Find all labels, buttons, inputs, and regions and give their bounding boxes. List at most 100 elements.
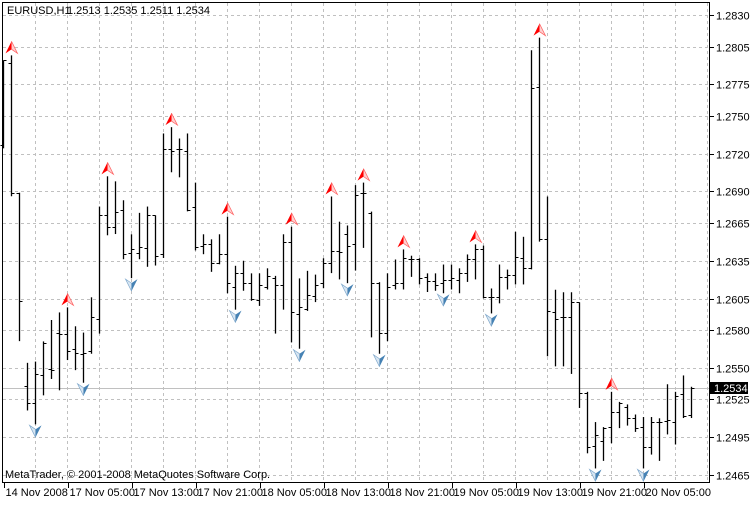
ohlc-bar <box>32 361 39 425</box>
ohlc-bar <box>216 234 223 265</box>
ohlc-bar <box>472 244 479 280</box>
ohlc-bar <box>240 260 247 291</box>
up-fractal-arrow-icon <box>221 202 235 216</box>
y-tick-label: 1.2525 <box>716 395 750 407</box>
up-fractal-arrow-icon <box>357 168 371 182</box>
ohlc-bar <box>392 259 399 290</box>
ohlc-bar <box>528 50 535 270</box>
current-price-box <box>710 382 748 394</box>
ohlc-bar <box>304 270 311 311</box>
ohlc-bar <box>680 375 687 419</box>
ohlc-bar <box>112 181 119 235</box>
ohlc-bar <box>248 273 255 301</box>
price-axis[interactable]: 1.2830 1.2805 1.2775 1.2750 1.2720 1.2690 1.26… <box>710 11 750 483</box>
down-fractal-arrow-icon <box>588 468 602 482</box>
ohlc-bar <box>544 196 551 357</box>
ohlc-bar <box>672 391 679 445</box>
ohlc-bar <box>576 302 583 408</box>
ohlc-bar <box>352 185 359 271</box>
ohlc-bar <box>120 200 127 260</box>
copyright-text: MetaTrader, © 2001-2008 MetaQuotes Softw… <box>5 469 270 481</box>
down-fractal-arrow-icon <box>76 382 90 396</box>
ohlc-bar <box>656 418 663 461</box>
chart-title: EURUSD,H1 <box>7 5 71 17</box>
ohlc-bar <box>592 422 599 469</box>
ohlc-bar <box>264 268 271 290</box>
ohlc-bar <box>464 254 471 282</box>
ohlc-bar <box>432 273 439 291</box>
current-price-label: 1.2534 <box>714 383 748 395</box>
ohlc-bar <box>176 138 183 178</box>
ohlc-bar <box>608 391 615 444</box>
up-fractal-arrow-icon <box>533 23 547 37</box>
ohlc-bar <box>368 211 375 338</box>
ohlc-bar <box>144 206 151 267</box>
ohlc-bar <box>64 307 71 361</box>
down-fractal-arrow-icon <box>484 313 498 327</box>
ohlc-bar <box>424 273 431 292</box>
x-tick-label: 18 Nov 21:00 <box>390 487 455 499</box>
ohlc-bar <box>272 275 279 334</box>
ohlc-bar <box>168 127 175 173</box>
ohlc-bar <box>200 234 207 255</box>
x-tick-label: 19 Nov 05:00 <box>454 487 519 499</box>
ohlc-bar <box>96 206 103 334</box>
x-tick-label: 18 Nov 05:00 <box>262 487 327 499</box>
ohlc-bar <box>160 133 167 258</box>
ohlc-bar <box>384 273 391 342</box>
ohlc-bar <box>152 215 159 266</box>
ohlc-bar <box>408 255 415 277</box>
ohlc-bar <box>584 391 591 454</box>
up-fractal-arrow-icon <box>165 113 179 127</box>
ohlc-bar <box>40 341 47 396</box>
up-fractal-arrow-icon <box>101 162 115 176</box>
ohlc-bar <box>688 386 695 419</box>
y-tick-label: 1.2775 <box>716 80 750 92</box>
ohlc-bar <box>376 282 383 354</box>
ohlc-bar <box>8 55 15 197</box>
ohlc-bar <box>320 258 327 289</box>
ohlc-bar <box>400 249 407 290</box>
up-fractal-arrow-icon <box>605 377 619 391</box>
ohlc-bar <box>664 384 671 435</box>
x-tick-label: 17 Nov 21:00 <box>198 487 263 499</box>
y-tick-label: 1.2580 <box>716 326 750 338</box>
y-tick-label: 1.2720 <box>716 150 750 162</box>
y-tick-label: 1.2750 <box>716 112 750 124</box>
ohlc-bar <box>192 182 199 251</box>
y-tick-label: 1.2805 <box>716 43 750 55</box>
x-tick-label: 19 Nov 21:00 <box>582 487 647 499</box>
ohlc-bar <box>512 231 519 285</box>
up-fractal-arrow-icon <box>285 212 299 226</box>
x-tick-label: 19 Nov 13:00 <box>518 487 583 499</box>
down-fractal-arrow-icon <box>28 424 42 438</box>
ohlc-bar <box>560 292 567 367</box>
ohlc-bar <box>640 417 647 469</box>
ohlc-bar <box>232 265 239 310</box>
ohlc-readout: 1.2513 1.2535 1.2511 1.2534 <box>67 5 210 17</box>
up-fractal-arrow-icon <box>5 41 19 55</box>
down-fractal-arrow-icon <box>372 353 386 367</box>
ohlc-bar <box>616 401 623 429</box>
up-fractal-arrow-icon <box>325 182 339 196</box>
x-tick-label: 17 Nov 05:00 <box>70 487 135 499</box>
ohlc-bar <box>648 417 655 455</box>
down-fractal-arrow-icon <box>340 283 354 297</box>
ohlc-bar <box>16 192 23 342</box>
y-tick-label: 1.2635 <box>716 257 750 269</box>
up-fractal-arrow-icon <box>397 235 411 249</box>
x-tick-label: 14 Nov 2008 <box>6 487 68 499</box>
ohlc-bar <box>552 289 559 367</box>
ohlc-bar <box>448 264 455 290</box>
grid <box>3 3 709 482</box>
ohlc-bar <box>56 312 63 391</box>
ohlc-bar <box>184 133 191 212</box>
ohlc-bar <box>80 332 87 383</box>
ohlc-bar <box>360 182 367 248</box>
ohlc-bar <box>280 234 287 310</box>
plot-frame <box>2 2 710 483</box>
ohlc-bar <box>128 234 135 279</box>
ohlc-bar <box>296 278 303 349</box>
